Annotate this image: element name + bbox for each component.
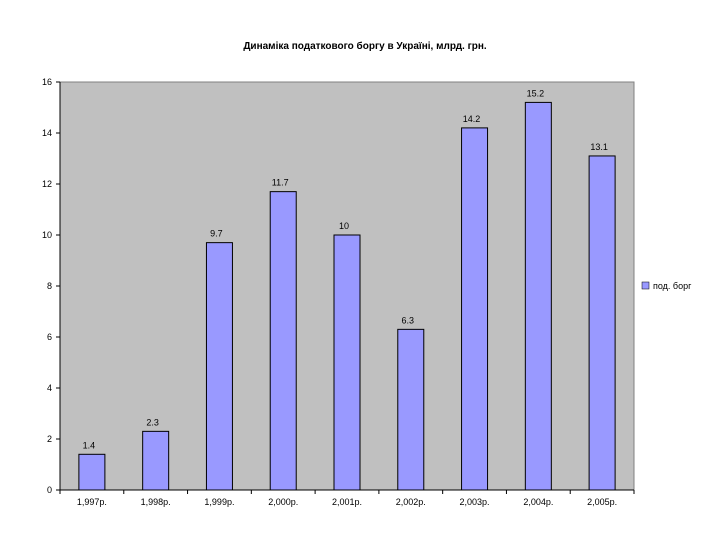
data-label: 15.2	[527, 88, 545, 98]
y-axis: 0 2 4 6 8 10 12 14 16	[42, 77, 61, 495]
data-label: 10	[339, 221, 349, 231]
x-tick-label: 2,001р.	[332, 497, 362, 507]
y-tick-label: 8	[47, 281, 52, 291]
data-label: 11.7	[272, 178, 289, 188]
y-tick-label: 10	[42, 230, 52, 240]
legend-swatch	[641, 281, 650, 290]
y-tick-label: 12	[42, 179, 52, 189]
bar	[461, 127, 489, 491]
y-tick-label: 14	[42, 128, 52, 138]
bar	[588, 155, 616, 491]
data-label: 1.4	[83, 440, 96, 450]
y-tick-label: 0	[47, 485, 52, 495]
legend-label: под. борг	[653, 281, 692, 291]
bar	[397, 328, 425, 491]
bar-series: 1.4 2.3 9.7 11.7 10 6.3 14.2 15.2 13.1	[78, 88, 616, 491]
bar	[205, 242, 233, 491]
y-tick-label: 4	[47, 383, 52, 393]
x-tick-label: 2,000р.	[268, 497, 298, 507]
bar	[142, 430, 170, 491]
x-tick-label: 2,005р.	[587, 497, 617, 507]
x-tick-label: 2,002р.	[396, 497, 426, 507]
legend: под. борг	[641, 281, 692, 291]
x-tick-label: 1,997р.	[77, 497, 107, 507]
bar	[78, 453, 106, 491]
y-tick-label: 6	[47, 332, 52, 342]
data-label: 6.3	[402, 315, 415, 325]
data-label: 9.7	[210, 229, 223, 239]
x-axis: 1,997р. 1,998р. 1,999р. 2,000р. 2,001р. 2,002…	[59, 489, 635, 507]
bar	[524, 101, 552, 491]
x-tick-label: 1,999р.	[204, 497, 234, 507]
x-tick-label: 2,003р.	[460, 497, 490, 507]
chart-title: Динаміка податкового боргу в Україні, мл…	[243, 41, 487, 52]
bar	[269, 191, 297, 491]
data-label: 13.1	[590, 142, 608, 152]
y-tick-label: 2	[47, 434, 52, 444]
data-label: 2.3	[146, 417, 159, 427]
bar	[333, 234, 361, 491]
data-label: 14.2	[463, 114, 481, 124]
x-tick-label: 1,998р.	[141, 497, 171, 507]
x-tick-label: 2,004р.	[523, 497, 553, 507]
y-tick-label: 16	[42, 77, 52, 87]
